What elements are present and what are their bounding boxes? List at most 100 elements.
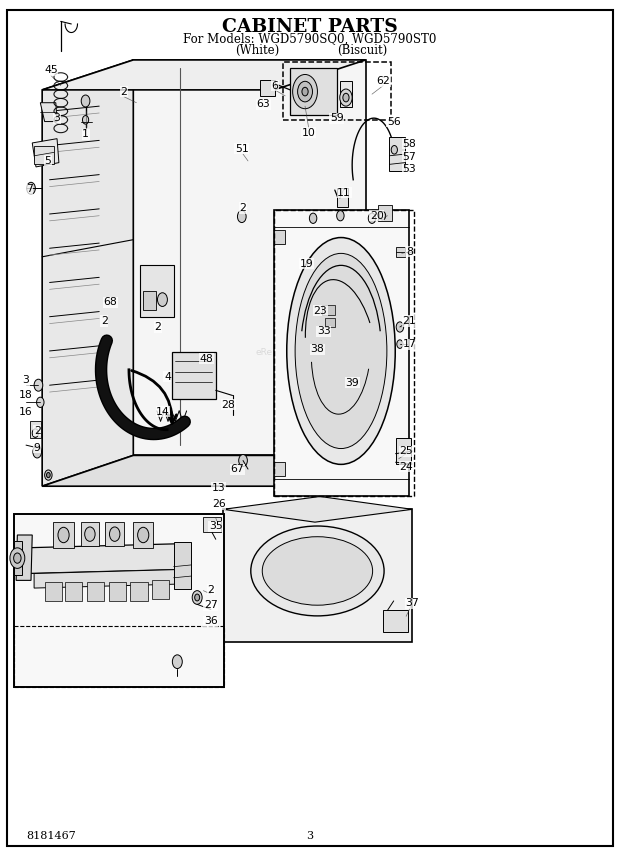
Text: 3: 3: [22, 375, 30, 385]
Text: 2: 2: [239, 203, 247, 213]
Bar: [322, 305, 335, 315]
Bar: [203, 517, 221, 532]
Bar: [53, 522, 74, 548]
Circle shape: [33, 446, 42, 458]
Text: 28: 28: [221, 400, 235, 410]
Polygon shape: [223, 509, 412, 642]
Text: 63: 63: [257, 99, 270, 110]
Bar: [260, 80, 275, 96]
Bar: [130, 582, 148, 601]
Circle shape: [34, 379, 43, 391]
Circle shape: [237, 211, 246, 223]
Text: 10: 10: [302, 128, 316, 138]
Text: (White): (White): [235, 44, 280, 57]
Text: 56: 56: [387, 116, 401, 127]
Circle shape: [192, 591, 202, 604]
Text: 6: 6: [271, 80, 278, 91]
Circle shape: [379, 211, 386, 220]
Bar: [87, 582, 104, 601]
Text: 35: 35: [209, 521, 223, 532]
Text: 1: 1: [82, 129, 89, 140]
Circle shape: [85, 527, 95, 541]
Circle shape: [27, 182, 35, 194]
Polygon shape: [42, 455, 366, 486]
Bar: [378, 205, 392, 221]
Text: 27: 27: [204, 600, 218, 610]
Bar: [152, 580, 169, 599]
Circle shape: [81, 95, 90, 107]
Ellipse shape: [286, 237, 396, 465]
Circle shape: [298, 81, 312, 102]
Text: CABINET PARTS: CABINET PARTS: [222, 18, 398, 37]
Text: 8181467: 8181467: [26, 831, 76, 841]
Circle shape: [343, 93, 349, 102]
Text: 68: 68: [104, 297, 117, 307]
Text: 2: 2: [154, 322, 162, 332]
Text: 13: 13: [212, 483, 226, 493]
Text: 8: 8: [405, 247, 413, 257]
Polygon shape: [42, 60, 366, 90]
Text: 14: 14: [156, 407, 170, 417]
Circle shape: [37, 397, 44, 407]
Bar: [283, 62, 391, 120]
Text: (Biscuit): (Biscuit): [337, 44, 388, 57]
Circle shape: [157, 293, 167, 306]
Circle shape: [397, 340, 403, 348]
Text: 20: 20: [370, 211, 384, 221]
Text: 7: 7: [25, 184, 33, 194]
Text: For Models: WGD5790SQ0, WGD5790ST0: For Models: WGD5790SQ0, WGD5790ST0: [184, 33, 436, 46]
Text: 2: 2: [120, 86, 128, 97]
Polygon shape: [274, 210, 409, 496]
Bar: [143, 291, 156, 310]
Text: 62: 62: [376, 76, 390, 86]
Text: 37: 37: [405, 598, 419, 609]
Text: 3: 3: [306, 831, 314, 841]
Circle shape: [340, 89, 352, 106]
Ellipse shape: [295, 253, 387, 449]
Text: 19: 19: [300, 259, 314, 269]
Text: 5: 5: [44, 156, 51, 166]
Circle shape: [45, 470, 52, 480]
Text: 38: 38: [311, 344, 324, 354]
Polygon shape: [223, 496, 412, 522]
Circle shape: [14, 553, 21, 563]
Bar: [389, 137, 405, 171]
Text: 48: 48: [200, 354, 213, 364]
Text: 51: 51: [235, 144, 249, 154]
Circle shape: [10, 548, 25, 568]
Circle shape: [391, 146, 397, 154]
Text: 53: 53: [402, 164, 416, 175]
Polygon shape: [42, 60, 133, 486]
Text: 2: 2: [100, 316, 108, 326]
Circle shape: [32, 429, 38, 437]
Circle shape: [82, 116, 89, 124]
Circle shape: [396, 322, 404, 332]
Bar: [174, 542, 191, 589]
Circle shape: [58, 527, 69, 543]
Bar: [34, 146, 54, 164]
Text: 26: 26: [212, 499, 226, 509]
Bar: [45, 582, 62, 601]
Text: 4: 4: [164, 372, 171, 382]
Bar: [140, 265, 174, 317]
Text: 45: 45: [44, 65, 58, 75]
Text: 59: 59: [330, 113, 343, 123]
Bar: [337, 188, 348, 207]
Text: 16: 16: [19, 407, 33, 417]
Ellipse shape: [262, 537, 373, 605]
Text: 17: 17: [402, 339, 416, 349]
Circle shape: [110, 527, 120, 541]
Text: 58: 58: [402, 139, 416, 149]
Text: 18: 18: [19, 390, 33, 401]
Text: 2: 2: [207, 585, 215, 595]
Polygon shape: [14, 541, 22, 575]
Bar: [81, 522, 99, 546]
Bar: [14, 514, 224, 687]
Circle shape: [46, 473, 50, 478]
Circle shape: [239, 455, 247, 467]
Bar: [396, 438, 411, 464]
Circle shape: [172, 655, 182, 669]
Text: 33: 33: [317, 326, 330, 336]
Text: eReplacementParts.com: eReplacementParts.com: [255, 348, 365, 357]
Text: 24: 24: [399, 461, 413, 472]
